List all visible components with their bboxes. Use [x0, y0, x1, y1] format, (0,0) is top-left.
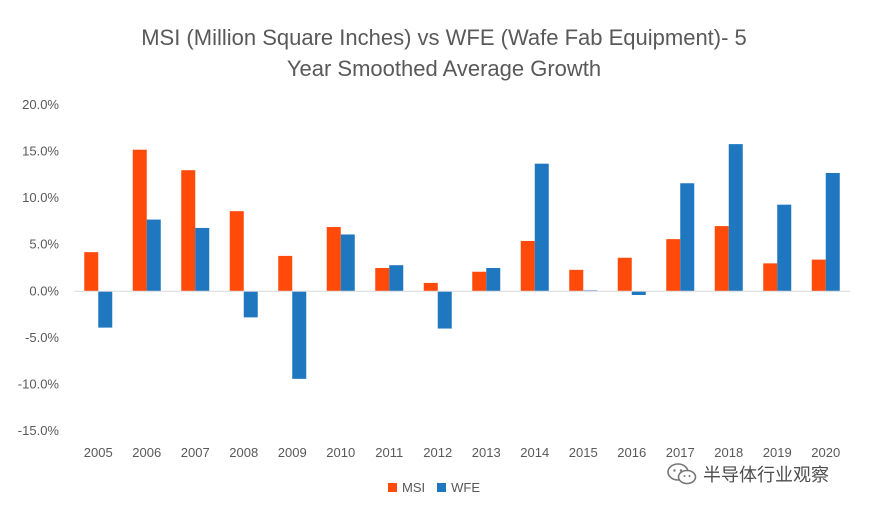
legend-swatch-wfe — [437, 483, 447, 492]
bar-msi-2012 — [423, 282, 438, 292]
chart-title-line2: Year Smoothed Average Growth — [286, 56, 602, 81]
x-tick-label: 2016 — [617, 445, 646, 460]
bar-wfe-2008 — [243, 291, 258, 318]
x-tick-label: 2019 — [763, 445, 792, 460]
y-tick-label: -15.0% — [18, 423, 60, 438]
bar-wfe-2012 — [437, 291, 452, 329]
chart-title-line1: MSI (Million Square Inches) vs WFE (Wafe… — [141, 25, 747, 50]
bar-wfe-2017 — [680, 183, 695, 292]
y-tick-label: 20.0% — [22, 97, 59, 112]
bar-msi-2020 — [811, 259, 826, 292]
y-tick-label: -10.0% — [18, 376, 60, 391]
watermark: 半导体行业观察 — [667, 461, 829, 487]
bar-msi-2011 — [375, 268, 390, 292]
bar-wfe-2005 — [98, 291, 113, 328]
x-tick-label: 2008 — [229, 445, 258, 460]
bar-msi-2015 — [569, 269, 584, 292]
bar-wfe-2019 — [777, 204, 792, 292]
bar-wfe-2010 — [340, 234, 355, 292]
y-tick-label: 5.0% — [29, 237, 59, 252]
legend-swatch-msi — [388, 483, 397, 492]
chart-title: MSI (Million Square Inches) vs WFE (Wafe… — [0, 22, 888, 84]
x-tick-label: 2007 — [181, 445, 210, 460]
bar-msi-2009 — [278, 255, 293, 292]
bar-wfe-2014 — [534, 163, 549, 292]
bar-msi-2010 — [326, 227, 341, 292]
x-tick-label: 2005 — [84, 445, 113, 460]
bar-msi-2017 — [666, 239, 681, 292]
bar-wfe-2013 — [486, 268, 501, 292]
x-tick-label: 2009 — [278, 445, 307, 460]
x-tick-label: 2006 — [132, 445, 161, 460]
x-tick-label: 2020 — [811, 445, 840, 460]
x-tick-label: 2014 — [520, 445, 549, 460]
bar-wfe-2018 — [728, 144, 743, 292]
legend-label-msi: MSI — [402, 480, 426, 495]
bar-msi-2013 — [472, 271, 487, 292]
legend-item-wfe: WFE — [437, 480, 480, 495]
x-tick-label: 2012 — [423, 445, 452, 460]
x-tick-label: 2013 — [472, 445, 501, 460]
bar-msi-2014 — [520, 240, 535, 292]
y-tick-label: -5.0% — [25, 330, 59, 345]
legend-label-wfe: WFE — [451, 480, 481, 495]
x-tick-label: 2015 — [569, 445, 598, 460]
bar-wfe-2009 — [292, 291, 307, 379]
y-tick-label: 10.0% — [22, 190, 59, 205]
wechat-icon — [667, 463, 697, 485]
bar-msi-2007 — [181, 170, 196, 292]
bar-wfe-2006 — [146, 219, 161, 292]
bar-msi-2006 — [132, 149, 147, 292]
bar-msi-2008 — [229, 211, 244, 292]
x-tick-label: 2017 — [666, 445, 695, 460]
x-tick-label: 2018 — [714, 445, 743, 460]
bar-msi-2016 — [617, 257, 632, 292]
watermark-text: 半导体行业观察 — [703, 465, 829, 485]
bar-wfe-2011 — [389, 265, 404, 292]
bar-wfe-2007 — [195, 227, 210, 292]
bar-msi-2019 — [763, 263, 778, 292]
x-tick-label: 2010 — [326, 445, 355, 460]
bar-msi-2018 — [714, 226, 729, 292]
y-tick-label: 0.0% — [29, 283, 59, 298]
x-tick-label: 2011 — [375, 445, 403, 460]
bar-wfe-2020 — [825, 172, 840, 292]
legend-item-msi: MSI — [388, 480, 425, 495]
bar-wfe-2016 — [631, 291, 646, 296]
y-tick-label: 15.0% — [22, 144, 59, 159]
bar-msi-2005 — [84, 252, 99, 292]
legend: MSI WFE — [388, 480, 492, 495]
